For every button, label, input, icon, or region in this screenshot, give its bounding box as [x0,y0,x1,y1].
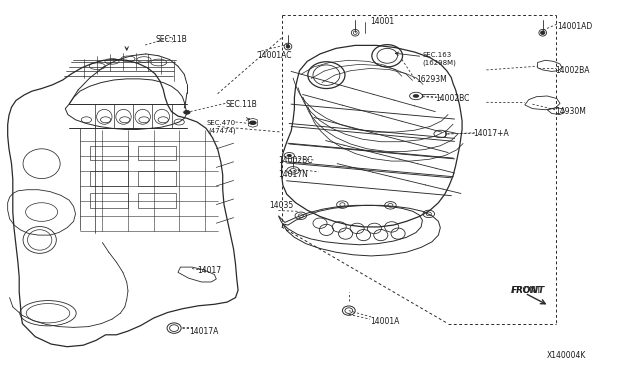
Text: SEC.11B: SEC.11B [156,35,188,44]
Text: 14001AC: 14001AC [257,51,292,60]
Circle shape [249,121,257,125]
Circle shape [413,94,419,98]
Bar [90,193,128,208]
Text: 14002BC: 14002BC [278,156,313,165]
Circle shape [287,154,292,157]
Text: 14001AD: 14001AD [557,22,592,31]
Text: 14001A: 14001A [370,317,399,326]
Text: X140004K: X140004K [547,351,587,360]
Text: SEC.163
(16298M): SEC.163 (16298M) [422,52,456,65]
Text: 14002BC: 14002BC [435,94,470,103]
Text: 14017N: 14017N [278,170,308,179]
Text: 14017+A: 14017+A [474,129,509,138]
Ellipse shape [286,45,290,48]
Text: 14001: 14001 [370,17,394,26]
Bar [138,171,176,186]
Text: FRONT: FRONT [511,286,541,295]
Ellipse shape [540,31,545,35]
Circle shape [184,110,190,114]
Text: FRONT: FRONT [511,286,545,295]
Text: 14002BA: 14002BA [556,66,590,75]
Bar [138,146,176,160]
Bar [138,193,176,208]
Bar [90,146,128,160]
Text: 14930M: 14930M [556,107,586,116]
Text: 14017: 14017 [197,266,221,275]
Text: SEC.470
(47474): SEC.470 (47474) [206,121,236,134]
Bar [90,171,128,186]
Text: 16293M: 16293M [416,76,447,84]
Text: SEC.11B: SEC.11B [225,100,257,109]
Text: 14035: 14035 [269,201,293,210]
Text: 14017A: 14017A [189,327,218,336]
